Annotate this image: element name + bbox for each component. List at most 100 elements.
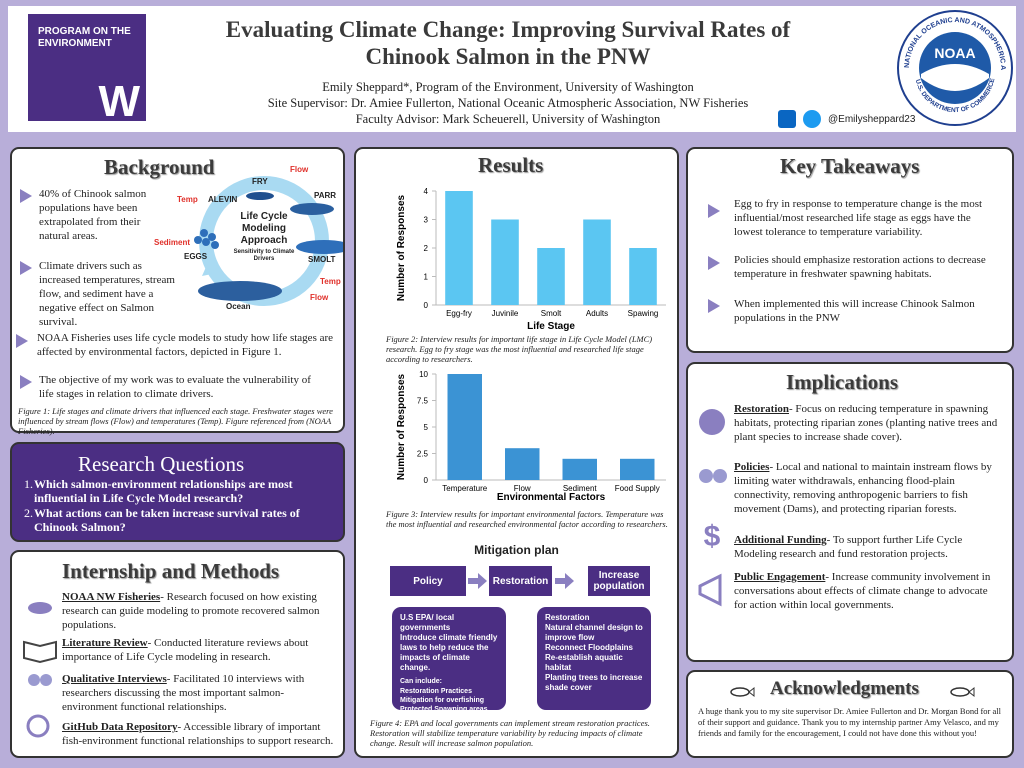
fish-icons [730,686,975,698]
driver-label: Flow [290,165,309,174]
y-tick-label: 10 [419,370,428,379]
text: - Focus on reducing temperature in spawn… [734,403,998,443]
text: - Accessible library of important fish-e… [62,721,334,747]
svg-text:$: $ [704,520,721,553]
text: - Local and national to maintain instrea… [734,461,992,515]
step-box: Policy [390,566,466,596]
method-item: Literature Review- Conducted literature … [62,636,337,664]
bar-chart: 0 2.5 5 7.5 10 Temperature Flow Sediment Food Su… [396,370,666,503]
term: Qualitative Interviews [62,673,167,685]
bullet: When implemented this will increase Chin… [734,298,975,324]
question-number: 2. [24,506,33,520]
y-tick-label: 0 [424,301,429,310]
research-questions-panel: Research Questions 1. Which salmon-envir… [10,442,345,542]
box-line: Introduce climate friendly laws to help … [400,633,498,672]
stage-label: Ocean [226,302,251,311]
stage-label: EGGS [184,252,208,261]
x-tick-label: Juvinile [492,309,519,318]
bar [562,458,597,480]
x-tick-label: Flow [514,484,531,493]
driver-label: Sediment [154,238,191,247]
acknowledgment-text: A huge thank you to my site supervisor D… [698,706,1001,738]
implication-item: Additional Funding- To support further L… [734,533,1002,561]
bullet-arrow [20,189,32,203]
bar-chart: 0 1 2 3 4 Egg-fry Juvinile Smolt Adults Spawing Li… [396,187,666,332]
bar [620,458,655,480]
figure-caption: Figure 3: Interview results for importan… [386,509,668,529]
heading: Research Questions [78,452,245,476]
driver-label: Temp [177,195,198,204]
box-heading: Restoration [545,613,590,622]
y-axis-label: Number of Responses [396,373,407,480]
bar [445,191,473,305]
method-item: NOAA NW Fisheries- Research focused on h… [62,590,337,632]
policy-box: U.S EPA/ local governments Introduce cli… [392,607,506,713]
box-item: Re-establish aquatic habitat [545,653,623,672]
bar [447,374,482,480]
bullet: The objective of my work was to evaluate… [39,374,311,400]
implication-item: Public Engagement- Increase community in… [734,570,1002,612]
stage-label: SMOLT [308,255,336,264]
bullet-arrow [708,204,720,218]
box-line: U.S EPA/ local governments [400,613,455,632]
author: Faculty Advisor: Mark Scheuerell, Univer… [355,112,661,126]
methods-panel: Internship and Methods NOAA NW Fisheries… [10,550,345,758]
question: What actions can be taken increase survi… [34,506,300,534]
box-item: Mitigation for overfishing [400,697,484,704]
heading: Internship and Methods [62,559,280,583]
bullet: Climate drivers such as increased temper… [39,260,175,328]
logo-text: PROGRAM ON THE ENVIRONMENT [38,26,131,49]
twitter-icon[interactable] [803,110,821,128]
bullet-arrow [20,261,32,275]
x-tick-label: Adults [586,309,608,318]
heading: Background [104,155,215,179]
stage-label: ALEVIN [208,195,238,204]
x-tick-label: Food Supply [615,484,660,493]
text: - Conducted literature reviews about imp… [62,637,309,663]
text: - Facilitated 10 interviews with researc… [62,673,305,713]
acknowledgments-panel: Acknowledgments A huge thank you to my s… [686,670,1014,758]
figure-caption: Figure 1: Life stages and climate driver… [18,406,333,436]
y-tick-label: 4 [424,187,429,196]
takeaways-panel: Key Takeaways Egg to fry in response to … [686,147,1014,353]
box-item: Protected Spawning areas [400,706,488,713]
bullet-arrow [16,334,28,348]
y-tick-label: 5 [424,423,429,432]
y-tick-label: 2 [424,244,429,253]
term: Policies [734,461,770,473]
heading: Results [478,153,544,177]
x-axis-label: Life Stage [527,321,575,332]
text: - Research focused on how existing resea… [62,591,320,631]
step-box: Restoration [489,566,552,596]
social-handle[interactable]: @Emilysheppard23 [828,114,916,125]
linkedin-icon[interactable] [778,110,796,128]
bar [583,219,611,305]
x-tick-label: Spawing [628,309,659,318]
bullet: Policies should emphasize restoration ac… [734,254,986,280]
implication-item: Restoration- Focus on reducing temperatu… [734,402,1002,444]
heading: Key Takeaways [780,154,920,178]
method-icons [23,602,57,738]
title: Evaluating Climate Change: Improving Sur… [225,17,791,69]
background-panel: Background Flow FRY PARR Temp ALEVIN Lif… [10,147,345,436]
bullet: 40% of Chinook salmon populations have b… [39,188,147,242]
bar [537,248,565,305]
noaa-acronym: NOAA [934,45,975,61]
author: Site Supervisor: Dr. Amiee Fullerton, Na… [267,96,749,110]
results-panel: Results 0 1 2 3 4 Egg-fry Juvinile Smolt Adults S… [354,147,679,758]
heading: Implications [786,370,899,394]
step-box: Increase population [588,566,650,596]
driver-label: Temp [320,277,341,286]
restoration-box: Restoration Natural channel design to im… [537,607,651,710]
social-icons [778,110,821,128]
term: GitHub Data Repository [62,721,178,733]
box-item: Reconnect Floodplains [545,643,634,652]
term: Literature Review [62,637,148,649]
figure-caption: Figure 4: EPA and local governments can … [370,718,650,748]
term: NOAA NW Fisheries [62,591,161,603]
bar [505,448,540,480]
mitigation-heading: Mitigation plan [474,543,559,557]
x-tick-label: Smolt [541,309,562,318]
author: Emily Sheppard*, Program of the Environm… [322,80,694,94]
diagram-center-subtitle: Sensitivity to Climate Drivers [233,249,295,262]
